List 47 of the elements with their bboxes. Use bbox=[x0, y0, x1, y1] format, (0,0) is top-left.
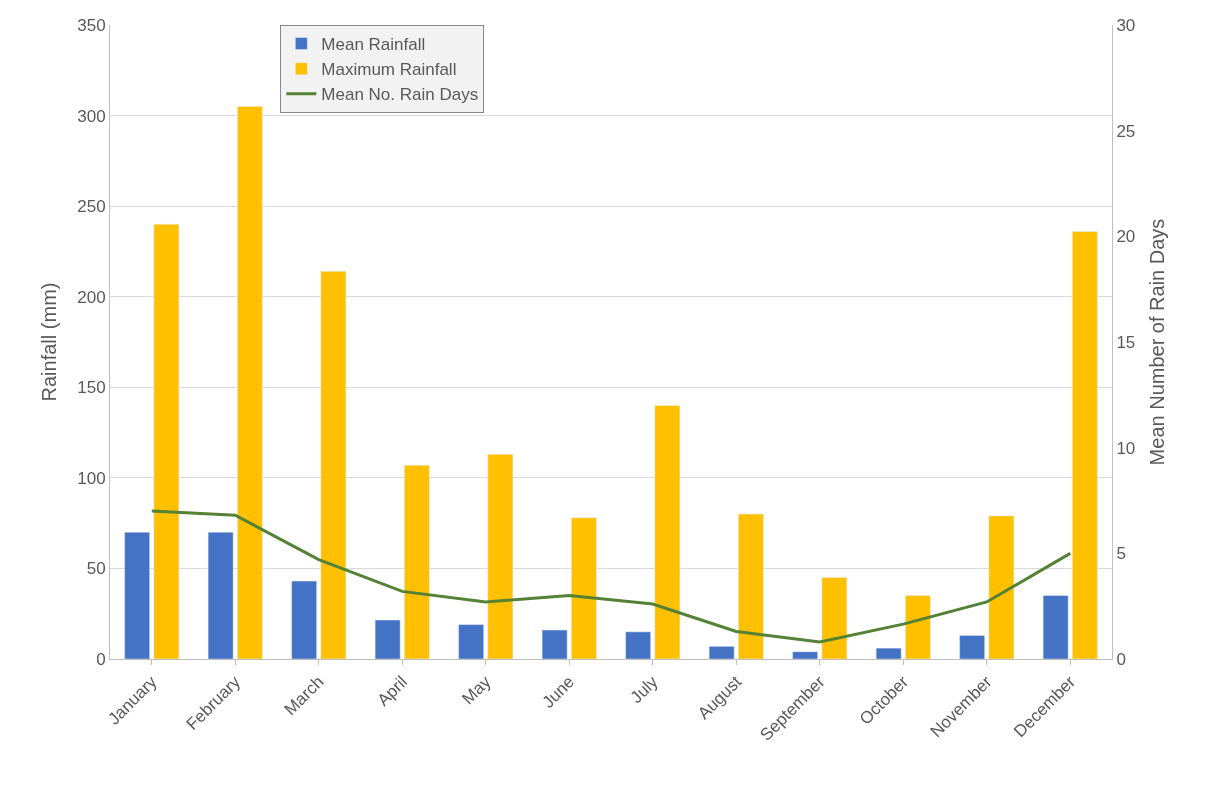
legend-label: Mean No. Rain Days bbox=[321, 85, 479, 105]
y2-tick-label: 30 bbox=[1116, 15, 1136, 35]
y2-tick-label: 5 bbox=[1116, 544, 1126, 564]
bar bbox=[988, 515, 1015, 659]
y-axis-title: Rainfall (mm) bbox=[37, 282, 60, 402]
bar bbox=[404, 464, 430, 659]
bar bbox=[654, 405, 681, 659]
y-tick-label: 300 bbox=[77, 106, 106, 126]
y2-tick-label: 0 bbox=[1116, 649, 1126, 669]
y-tick-label: 350 bbox=[77, 15, 106, 35]
bar bbox=[124, 531, 150, 659]
bar bbox=[1042, 595, 1069, 659]
y2-tick-label: 10 bbox=[1116, 438, 1136, 458]
bar bbox=[153, 224, 180, 659]
y2-tick-label: 20 bbox=[1116, 227, 1136, 247]
bar bbox=[541, 629, 568, 659]
y2-axis-title: Mean Number of Rain Days bbox=[1145, 218, 1168, 466]
bar bbox=[792, 651, 818, 659]
bar bbox=[959, 635, 985, 659]
y2-tick-label: 25 bbox=[1116, 121, 1136, 141]
bar bbox=[738, 513, 764, 659]
line-series bbox=[150, 509, 1072, 644]
bar bbox=[571, 517, 597, 659]
bar bbox=[905, 595, 931, 659]
y-tick-label: 50 bbox=[86, 559, 106, 579]
bar bbox=[625, 631, 651, 659]
bar bbox=[291, 580, 317, 659]
bar bbox=[1072, 231, 1098, 659]
bar bbox=[207, 531, 234, 659]
bar bbox=[875, 647, 902, 659]
x-tick-label: May bbox=[458, 671, 495, 709]
y2-tick-label: 15 bbox=[1116, 332, 1136, 352]
bar bbox=[487, 454, 514, 659]
bar bbox=[320, 271, 347, 659]
bar bbox=[374, 619, 401, 659]
bar bbox=[458, 624, 484, 659]
y-tick-label: 150 bbox=[77, 378, 106, 398]
y-tick-label: 100 bbox=[77, 468, 106, 488]
x-tick-label: July bbox=[626, 671, 662, 708]
bar bbox=[821, 577, 848, 659]
y-tick-label: 0 bbox=[96, 649, 106, 669]
y-tick-label: 200 bbox=[77, 287, 106, 307]
bar bbox=[237, 106, 263, 659]
bar bbox=[708, 646, 735, 659]
y-tick-label: 250 bbox=[77, 197, 106, 217]
legend-label: Maximum Rainfall bbox=[321, 60, 457, 80]
legend-label: Mean Rainfall bbox=[321, 35, 426, 55]
